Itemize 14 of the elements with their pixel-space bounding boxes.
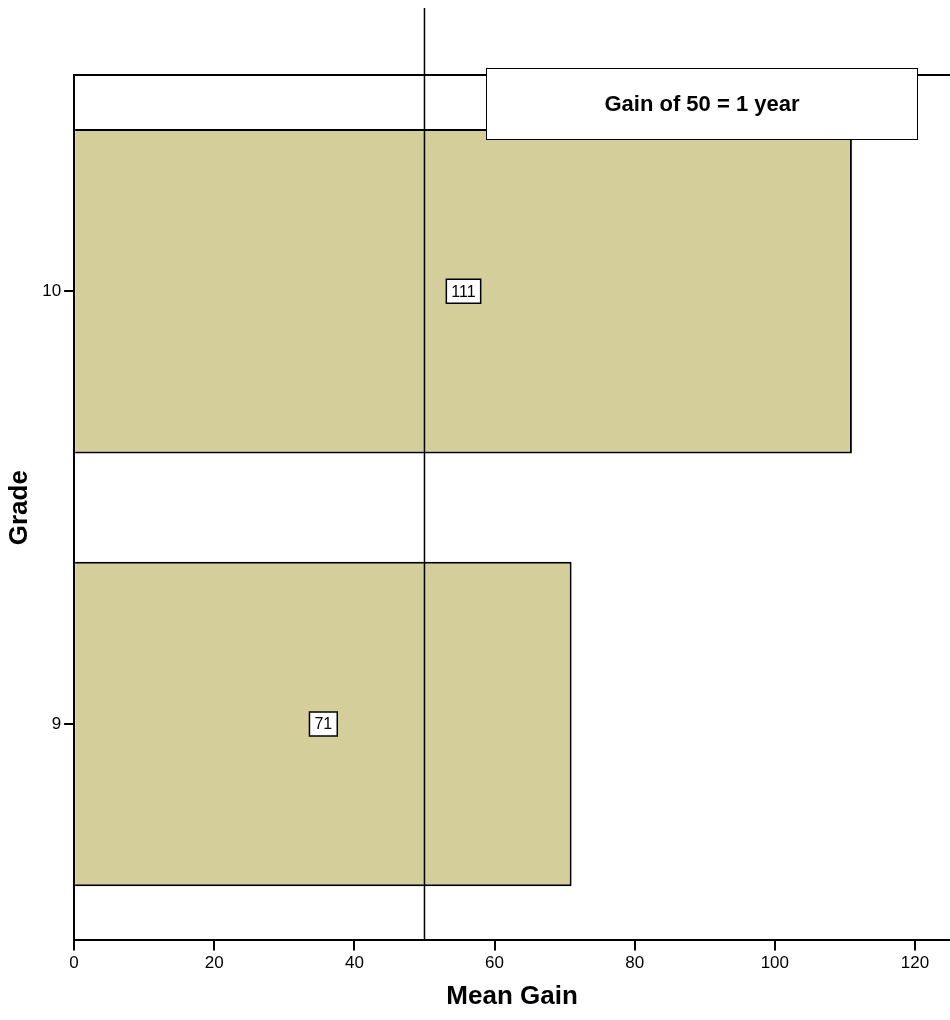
data-label: 71	[314, 715, 333, 733]
x-tick-label: 80	[625, 953, 645, 973]
label-box: Gain of 50 = 1 year	[486, 68, 918, 140]
x-tick-label: 100	[760, 953, 790, 973]
x-tick-label: 20	[204, 953, 224, 973]
x-tick-label: 0	[69, 953, 79, 973]
data-label: 111	[451, 282, 476, 300]
y-axis-title: Grade	[2, 470, 33, 546]
y-tick-label: 10	[42, 281, 62, 301]
x-tick-label: 40	[344, 953, 364, 973]
x-tick-label: 60	[485, 953, 504, 973]
y-tick-label: 9	[51, 713, 62, 733]
x-axis-title: Mean Gain	[446, 979, 578, 1010]
x-tick-label: 120	[900, 953, 930, 973]
